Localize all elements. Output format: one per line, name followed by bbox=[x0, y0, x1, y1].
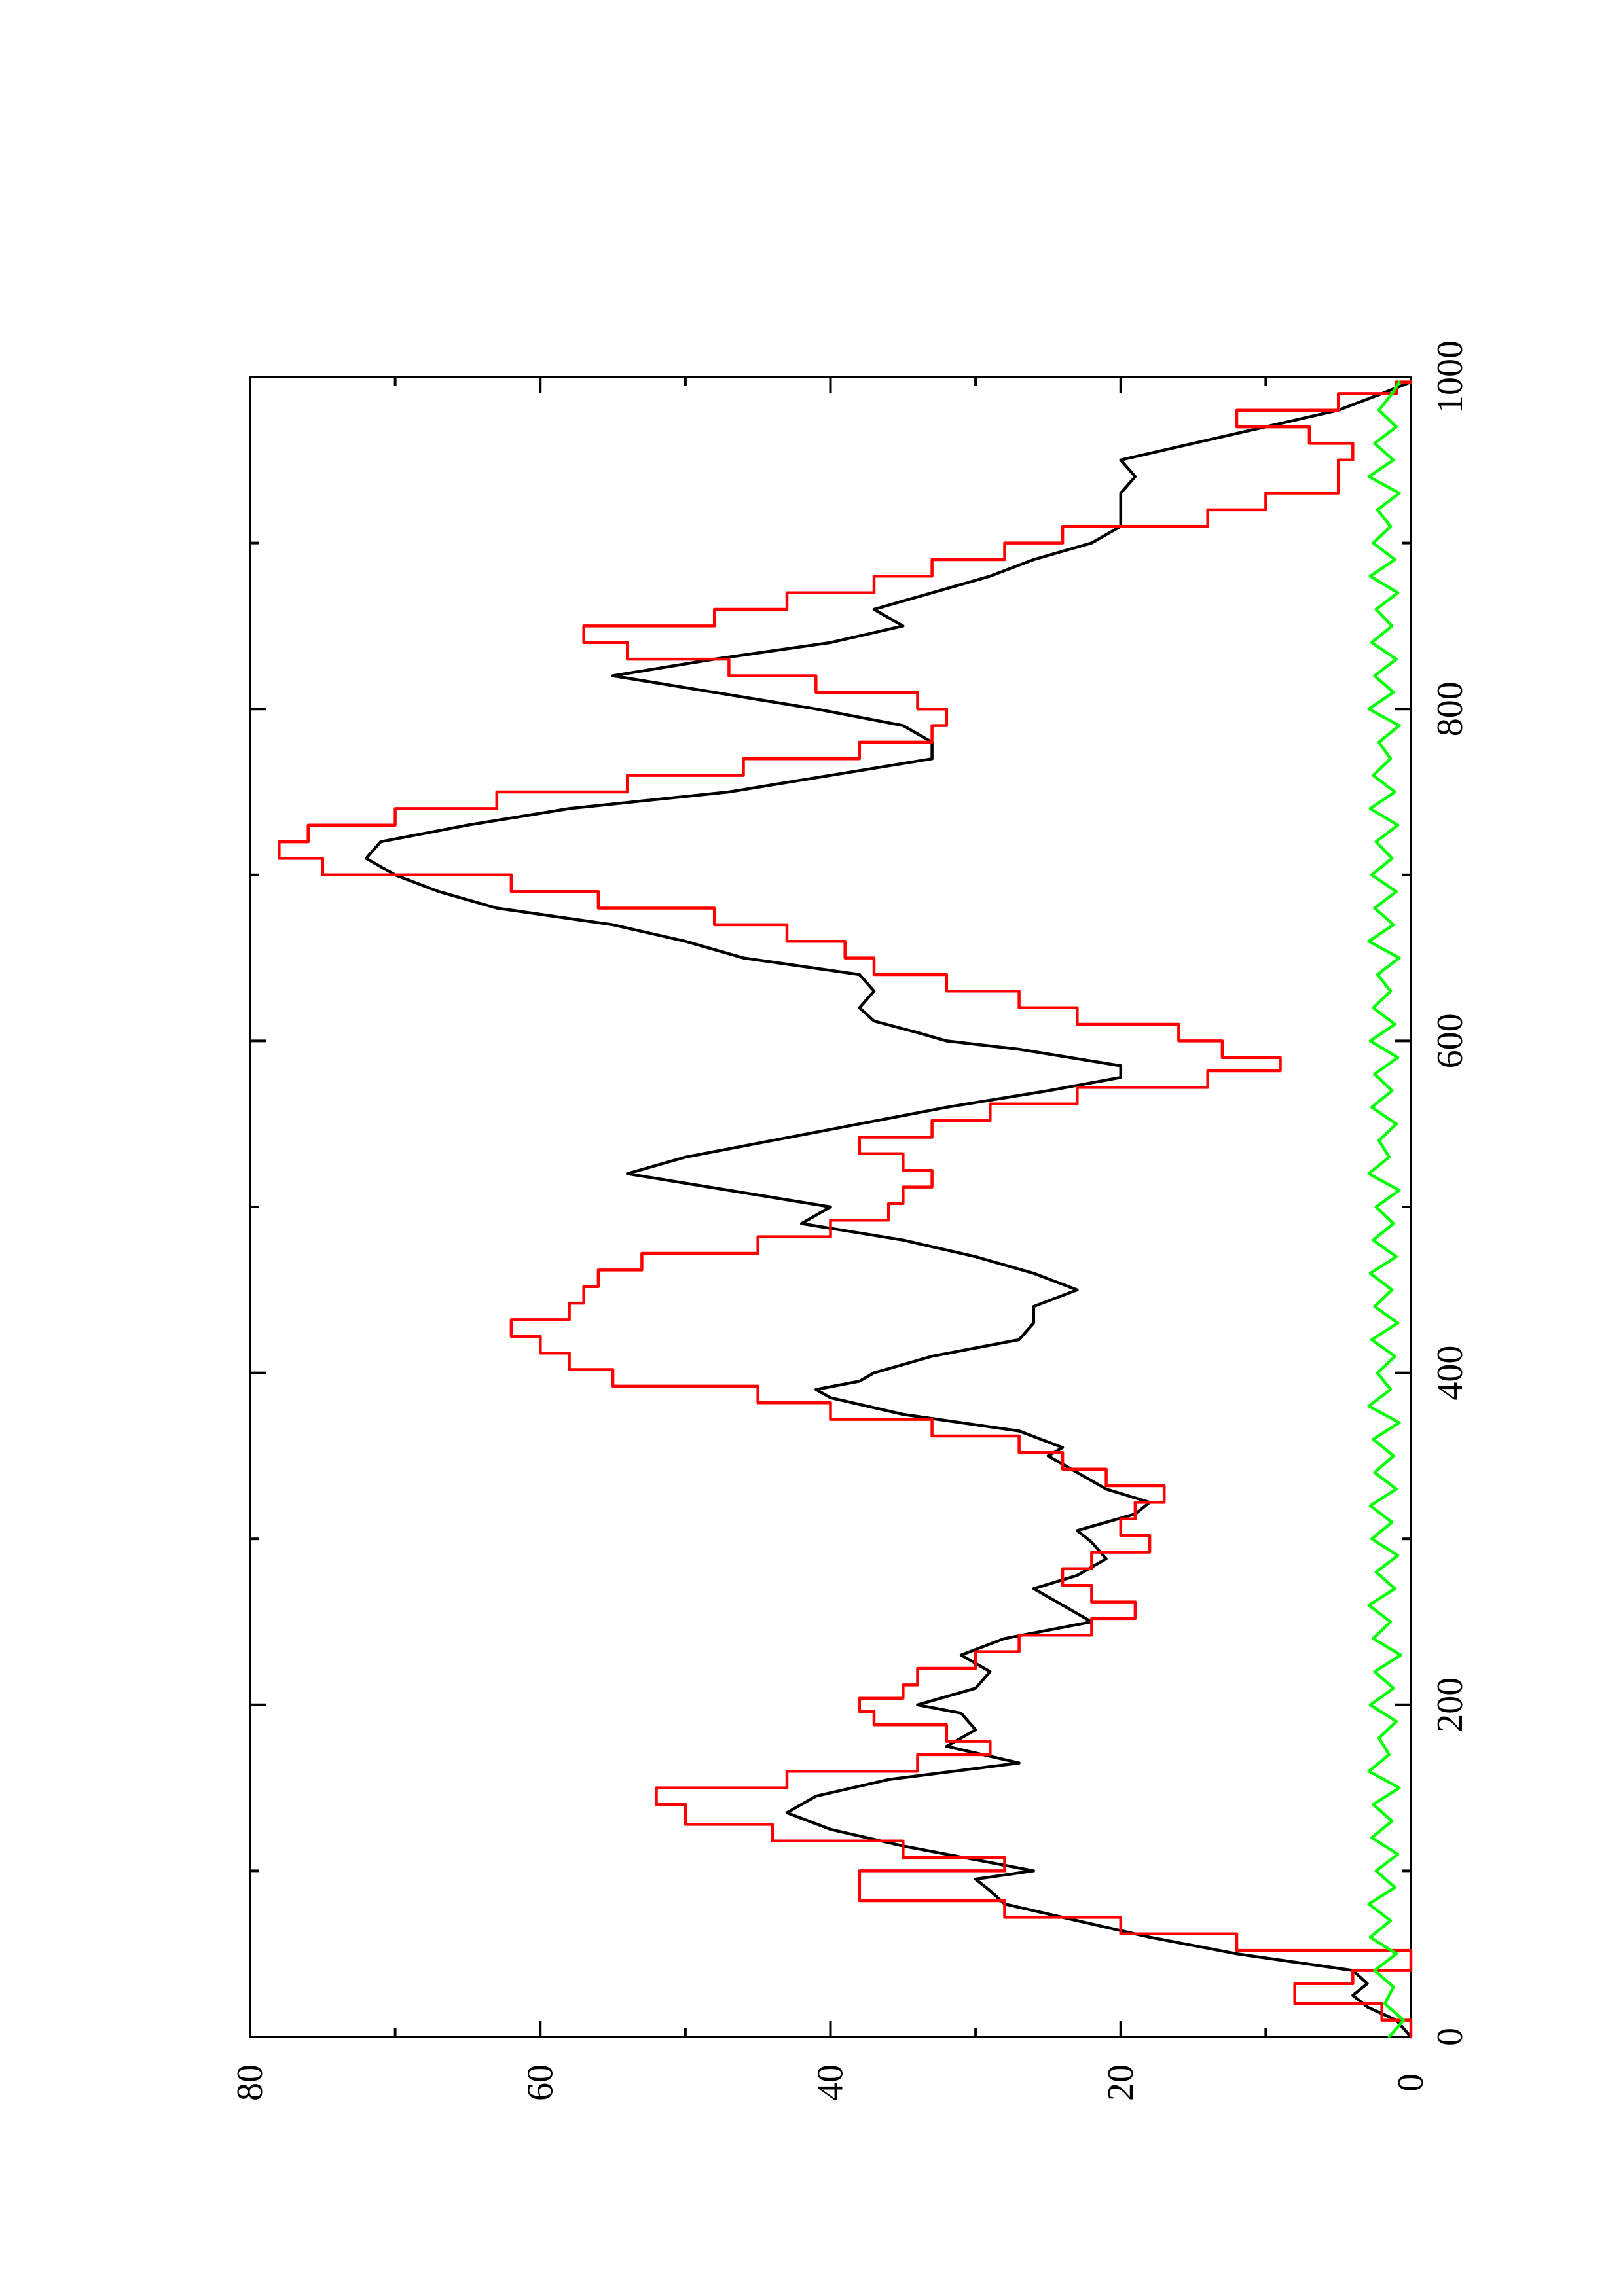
x-tick-label: 400 bbox=[1430, 1346, 1470, 1401]
y-tick-label: 80 bbox=[230, 2064, 270, 2101]
series-layer bbox=[278, 380, 1413, 2039]
y-tick-label: 40 bbox=[811, 2064, 851, 2101]
series-line-1 bbox=[278, 380, 1413, 2039]
x-tick-label: 1000 bbox=[1430, 340, 1470, 414]
axis-tick-labels: 0 200 400 600 800 1000 0 20 40 60 80 bbox=[230, 340, 1470, 2101]
y-tick-label: 20 bbox=[1101, 2064, 1141, 2101]
series-line-0 bbox=[365, 380, 1413, 2039]
x-tick-label: 800 bbox=[1430, 681, 1470, 736]
y-tick-label: 0 bbox=[1391, 2073, 1431, 2092]
x-tick-label: 0 bbox=[1430, 2028, 1470, 2046]
x-tick-label: 600 bbox=[1430, 1013, 1470, 1068]
axis-ticks bbox=[249, 376, 1412, 2038]
series-line-2 bbox=[1367, 380, 1406, 2039]
x-tick-label: 200 bbox=[1430, 1677, 1470, 1732]
y-tick-label: 60 bbox=[520, 2064, 560, 2101]
